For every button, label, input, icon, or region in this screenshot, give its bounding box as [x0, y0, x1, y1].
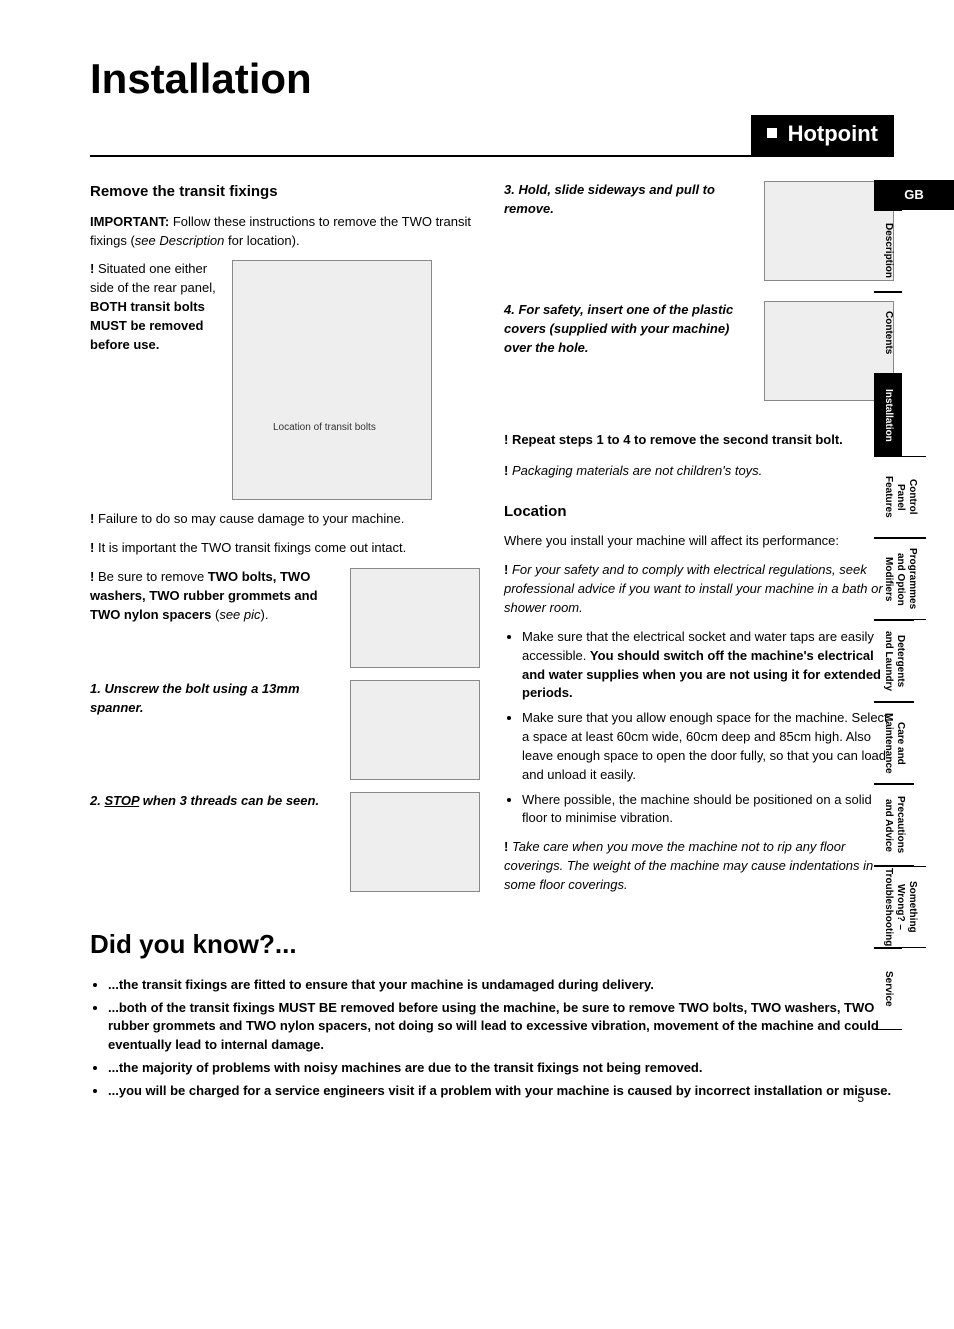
page-title: Installation	[90, 55, 894, 103]
warn-failure: ! ! Failure to do so may cause damage to…	[90, 510, 480, 529]
safety-warning: ! For your safety and to comply with ele…	[504, 561, 894, 618]
tab-detergents[interactable]: Detergents and Laundry	[874, 620, 914, 702]
remove-transit-heading: Remove the transit fixings	[90, 181, 480, 203]
step2-pre: 2.	[90, 793, 104, 808]
dyk-item-4: ...you will be charged for a service eng…	[108, 1082, 894, 1101]
repeat-steps: ! Repeat steps 1 to 4 to remove the seco…	[504, 431, 894, 450]
dyk-item-1: ...the transit fixings are fitted to ens…	[108, 976, 894, 995]
tab-installation[interactable]: Installation	[874, 374, 902, 456]
bang-icon: !	[504, 839, 512, 854]
brand-name: Hotpoint	[788, 121, 878, 146]
warn4-t3: ).	[261, 607, 269, 622]
warn-remove-parts: ! Be sure to remove TWO bolts, TWO washe…	[90, 568, 338, 625]
step1-image	[350, 680, 480, 780]
warn-intact: ! It is important the TWO transit fixing…	[90, 539, 480, 558]
warn4-t1: Be sure to remove	[98, 569, 208, 584]
brand-dot-icon	[767, 128, 777, 138]
location-bullets: Make sure that the electrical socket and…	[522, 628, 894, 828]
rear-panel-image: Location of transit bolts	[232, 260, 432, 500]
tab-programmes[interactable]: Programmes and Option Modifiers	[874, 538, 926, 620]
important-italic: see Description	[135, 233, 225, 248]
bang-icon: !	[504, 463, 512, 478]
location-bullet-1: Make sure that the electrical socket and…	[522, 628, 894, 703]
important-paragraph: IMPORTANT: Follow these instructions to …	[90, 213, 480, 251]
tab-language[interactable]: GB	[874, 180, 954, 210]
location-bullet-2: Make sure that you allow enough space fo…	[522, 709, 894, 784]
tab-precautions[interactable]: Precautions and Advice	[874, 784, 914, 866]
important-text2: for location).	[224, 233, 299, 248]
floor-warning: ! Take care when you move the machine no…	[504, 838, 894, 895]
step2-image	[350, 792, 480, 892]
step-4: 4. For safety, insert one of the plastic…	[504, 301, 752, 358]
location-intro: Where you install your machine will affe…	[504, 532, 894, 551]
care-text: Take care when you move the machine not …	[504, 839, 873, 892]
left-column: Remove the transit fixings IMPORTANT: Fo…	[90, 181, 480, 905]
important-label: IMPORTANT:	[90, 214, 169, 229]
warn1-bold: BOTH transit bolts MUST be removed befor…	[90, 299, 205, 352]
transit-bolt-label: Location of transit bolts	[273, 421, 376, 436]
warn-situated: ! Situated one either side of the rear p…	[90, 260, 220, 354]
location-heading: Location	[504, 501, 894, 523]
step2-post: when 3 threads can be seen.	[139, 793, 319, 808]
tab-control-panel[interactable]: Control Panel Features	[874, 456, 926, 538]
safety-text: For your safety and to comply with elect…	[504, 562, 883, 615]
step-2: 2. STOP when 3 threads can be seen.	[90, 792, 338, 811]
location-bullet-3: Where possible, the machine should be po…	[522, 791, 894, 829]
step2-stop: STOP	[104, 793, 139, 808]
brand-badge: Hotpoint	[751, 115, 894, 155]
dyk-item-2: ...both of the transit fixings MUST BE r…	[108, 999, 894, 1056]
title-divider	[90, 155, 894, 157]
right-column: 3. Hold, slide sideways and pull to remo…	[504, 181, 894, 905]
tab-service[interactable]: Service	[874, 948, 902, 1030]
dyk-item-3: ...the majority of problems with noisy m…	[108, 1059, 894, 1078]
tab-care[interactable]: Care and Maintenance	[874, 702, 914, 784]
page-number: 5	[857, 1091, 864, 1105]
tab-troubleshooting[interactable]: Something Wrong? – Troubleshooting	[874, 866, 926, 948]
side-tabs: GB Description Contents Installation Con…	[874, 180, 954, 1030]
parts-image	[350, 568, 480, 668]
step-3: 3. Hold, slide sideways and pull to remo…	[504, 181, 752, 219]
tab-contents[interactable]: Contents	[874, 292, 902, 374]
packaging-warning: ! Packaging materials are not children's…	[504, 462, 894, 481]
step-1: 1. Unscrew the bolt using a 13mm spanner…	[90, 680, 338, 718]
warn1-t1: Situated one either side of the rear pan…	[90, 261, 216, 295]
bang-icon: !	[90, 569, 98, 584]
bang-icon: !	[90, 261, 98, 276]
did-you-know-section: Did you know?... ...the transit fixings …	[90, 929, 894, 1101]
bang-icon: !	[504, 562, 512, 577]
warn4-italic: see pic	[219, 607, 260, 622]
tab-description[interactable]: Description	[874, 210, 902, 292]
dyk-heading: Did you know?...	[90, 929, 894, 960]
packaging-text: Packaging materials are not children's t…	[512, 463, 762, 478]
